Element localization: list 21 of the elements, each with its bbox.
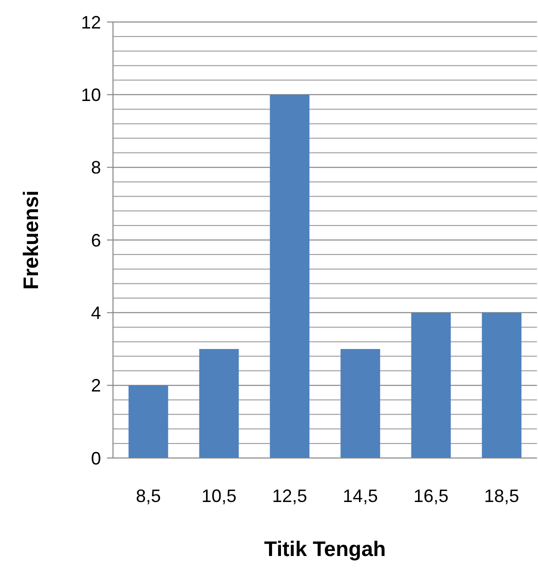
bar — [482, 312, 522, 458]
y-tick-label: 10 — [80, 84, 101, 105]
y-tick-label: 2 — [90, 376, 101, 396]
bar — [411, 312, 451, 458]
x-axis-title: Titik Tengah — [264, 538, 386, 561]
bar — [128, 385, 168, 458]
x-tick-label: 12,5 — [272, 486, 308, 506]
y-tick-label: 12 — [80, 12, 101, 32]
bar — [199, 349, 239, 458]
x-tick-label: 10,5 — [201, 486, 237, 506]
bar — [270, 94, 310, 458]
bar — [340, 349, 380, 458]
y-tick-label: 0 — [90, 448, 101, 468]
x-tick-label: 16,5 — [413, 486, 449, 506]
y-tick-label: 4 — [90, 302, 101, 323]
x-tick-label: 8,5 — [136, 486, 161, 506]
x-tick-label: 14,5 — [342, 486, 378, 506]
x-tick-label: 18,5 — [484, 486, 520, 506]
y-tick-label: 8 — [90, 158, 101, 178]
y-axis-title: Frekuensi — [20, 190, 43, 290]
y-tick-label: 6 — [90, 230, 101, 250]
